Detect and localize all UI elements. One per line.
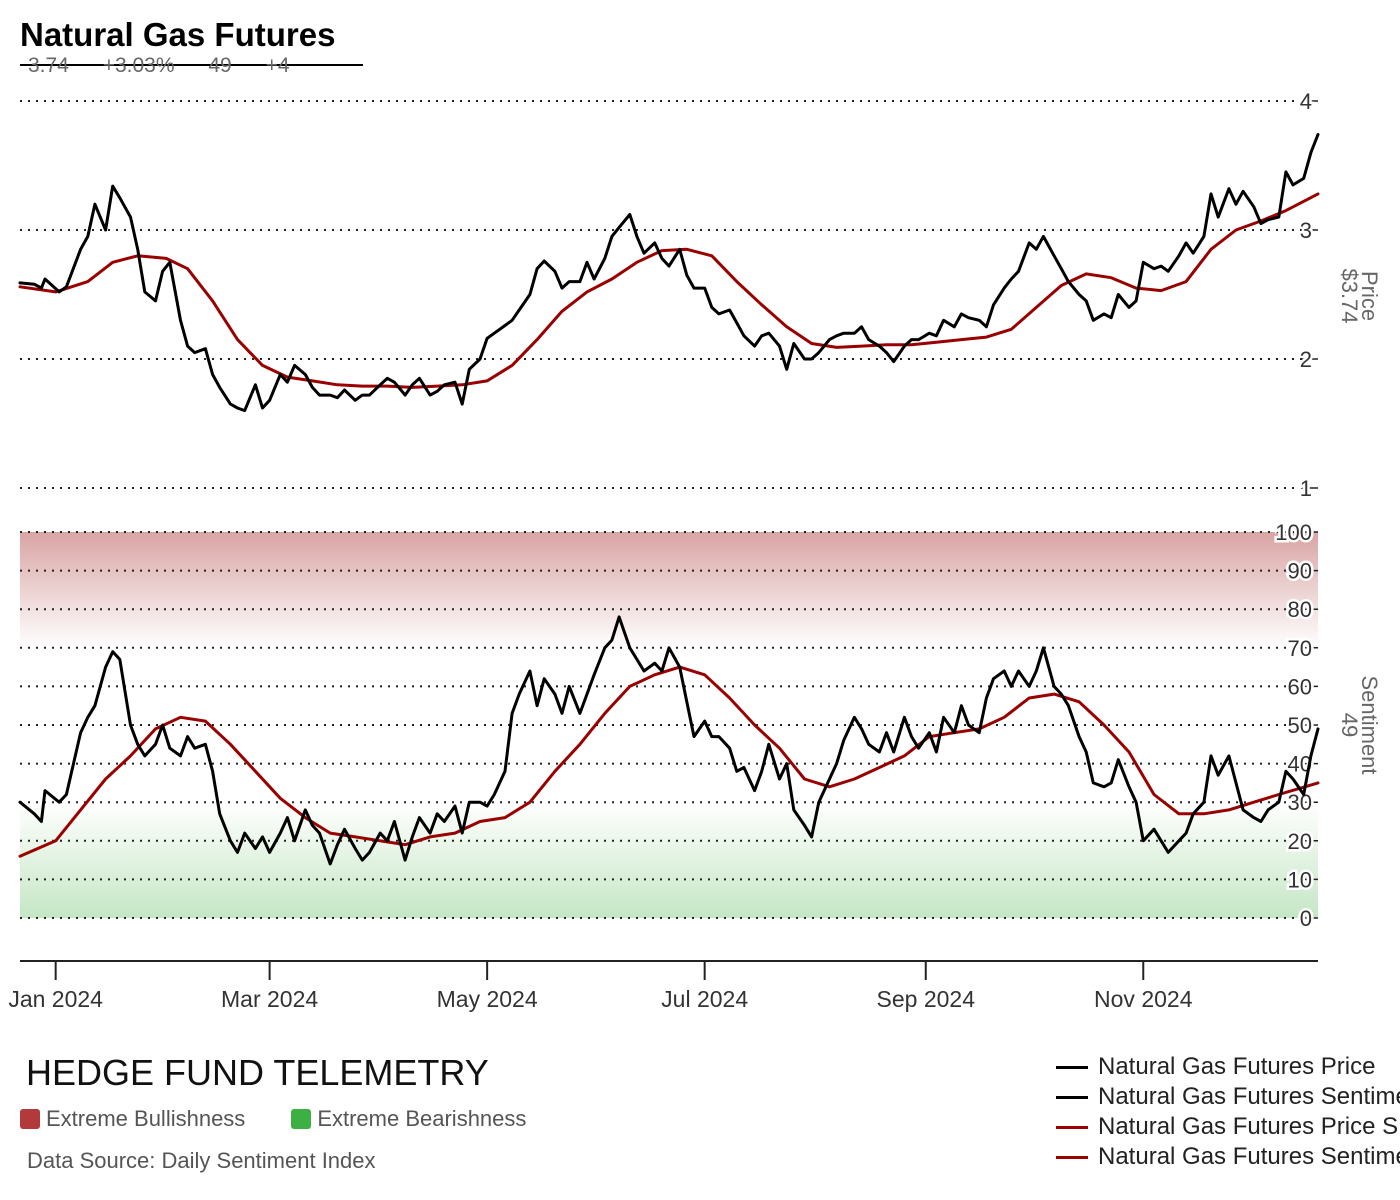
sentiment-y-tick-label: 100 — [1275, 520, 1312, 545]
sentiment-sma-line — [18, 665, 1320, 858]
bull-zone-label: Extreme Bullishness — [46, 1106, 246, 1131]
legend-item-sentiment[interactable]: Natural Gas Futures Sentiment — [1056, 1082, 1400, 1112]
legend-item-sentiment-sma[interactable]: Natural Gas Futures Sentiment SMA — [1056, 1142, 1400, 1172]
current-price: 3.74 — [28, 54, 69, 77]
price-axis-value: $3.74 — [1337, 268, 1362, 323]
sentiment-y-tick-label: 0 — [1300, 906, 1312, 931]
x-tick-label: Nov 2024 — [1094, 986, 1193, 1012]
current-sentiment: 49 — [208, 54, 232, 77]
legend-line — [1056, 1095, 1088, 1099]
price-sma-line — [18, 192, 1320, 389]
sentiment-y-tick-label: 20 — [1288, 829, 1312, 854]
bear-zone-label: Extreme Bearishness — [317, 1106, 527, 1131]
price-series-line — [18, 133, 1320, 413]
extreme-bullish-band — [20, 532, 1318, 648]
brand-name: HEDGE FUND TELEMETRY — [26, 1052, 489, 1093]
price-y-tick-label: 2 — [1300, 347, 1312, 372]
stats-row: 3.74 +3.03% 49 +4 — [28, 54, 318, 78]
legend-line — [1056, 1125, 1088, 1129]
price-y-tick-label: 1 — [1300, 476, 1312, 501]
bear-zone-key: Extreme Bearishness — [291, 1106, 526, 1132]
x-tick-label: Sep 2024 — [877, 986, 976, 1012]
sentiment-series-line — [18, 615, 1320, 866]
x-tick-label: Jul 2024 — [661, 986, 748, 1012]
sentiment-axis-label: Sentiment — [1357, 675, 1382, 774]
price-axis-label: Price — [1357, 271, 1382, 321]
sentiment-y-tick-label: 90 — [1288, 559, 1312, 584]
bear-swatch — [291, 1109, 312, 1129]
legend-label: Natural Gas Futures Sentiment SMA — [1098, 1143, 1400, 1170]
sentiment-y-tick-label: 70 — [1288, 636, 1312, 661]
legend-item-price[interactable]: Natural Gas Futures Price — [1056, 1052, 1400, 1082]
bull-swatch — [20, 1109, 40, 1129]
data-source: Data Source: Daily Sentiment Index — [27, 1148, 376, 1173]
price-y-tick-label: 4 — [1300, 89, 1312, 114]
chart-title: Natural Gas Futures — [20, 16, 336, 53]
extreme-bearish-band — [20, 802, 1318, 918]
sentiment-y-tick-label: 30 — [1288, 790, 1312, 815]
price-y-tick-label: 3 — [1300, 218, 1312, 243]
sentiment-y-tick-label: 50 — [1288, 713, 1312, 738]
x-tick-label: May 2024 — [437, 986, 538, 1012]
zones-key: Extreme Bullishness Extreme Bearishness — [20, 1106, 572, 1132]
sentiment-axis-value: 49 — [1337, 713, 1362, 737]
price-axis-title: Price$3.74 — [1337, 268, 1382, 323]
bull-zone-key: Extreme Bullishness — [20, 1106, 245, 1132]
sentiment-y-tick-label: 80 — [1288, 597, 1312, 622]
legend-item-price-sma[interactable]: Natural Gas Futures Price SMA — [1056, 1112, 1400, 1142]
x-tick-label: Jan 2024 — [8, 986, 103, 1012]
legend-label: Natural Gas Futures Price — [1098, 1053, 1376, 1080]
sentiment-y-tick-label: 10 — [1288, 867, 1312, 892]
legend-label: Natural Gas Futures Sentiment — [1098, 1083, 1400, 1110]
price-change: +3.03% — [102, 54, 175, 77]
sentiment-y-tick-label: 60 — [1288, 674, 1312, 699]
legend: Natural Gas Futures Price Natural Gas Fu… — [1056, 1052, 1400, 1172]
x-tick-label: Mar 2024 — [221, 986, 318, 1012]
title-underline — [20, 64, 363, 66]
legend-line — [1056, 1065, 1088, 1069]
legend-line — [1056, 1155, 1088, 1159]
sentiment-change: +4 — [265, 54, 290, 77]
legend-label: Natural Gas Futures Price SMA — [1098, 1113, 1400, 1140]
